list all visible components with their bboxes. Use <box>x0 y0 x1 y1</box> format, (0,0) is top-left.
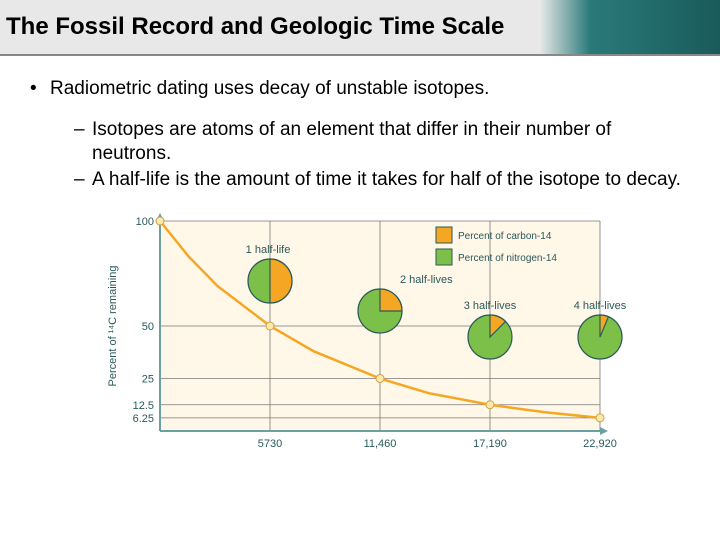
bullet-sub-2: A half-life is the amount of time it tak… <box>74 168 692 192</box>
svg-text:4 half-lives: 4 half-lives <box>574 300 627 312</box>
svg-text:Percent of carbon-14: Percent of carbon-14 <box>458 231 552 242</box>
slide-content: Radiometric dating uses decay of unstabl… <box>0 56 720 479</box>
decay-chart: 100 50 25 12.56.25 5730 11,460 17,190 22,920 Per… <box>90 209 630 479</box>
svg-text:50: 50 <box>142 321 154 333</box>
svg-text:3 half-lives: 3 half-lives <box>464 300 517 312</box>
slide-title: The Fossil Record and Geologic Time Scal… <box>6 13 504 41</box>
svg-text:Percent of ¹⁴C remaining: Percent of ¹⁴C remaining <box>107 266 119 387</box>
svg-text:6.25: 6.25 <box>133 413 154 425</box>
svg-text:22,920: 22,920 <box>583 438 617 450</box>
svg-text:17,190: 17,190 <box>473 438 507 450</box>
svg-text:11,460: 11,460 <box>364 438 397 450</box>
bullet-sub-1: Isotopes are atoms of an element that di… <box>74 118 692 166</box>
svg-text:1 half-life: 1 half-life <box>246 244 291 256</box>
svg-text:100: 100 <box>136 216 154 228</box>
svg-text:2 half-lives: 2 half-lives <box>400 274 453 286</box>
sub-bullet-list: Isotopes are atoms of an element that di… <box>28 118 692 191</box>
svg-text:25: 25 <box>142 374 154 386</box>
svg-text:12.5: 12.5 <box>133 400 154 412</box>
bullet-main: Radiometric dating uses decay of unstabl… <box>28 78 692 100</box>
slide-header: The Fossil Record and Geologic Time Scal… <box>0 0 720 56</box>
svg-text:5730: 5730 <box>258 438 282 450</box>
svg-text:Percent of nitrogen-14: Percent of nitrogen-14 <box>458 253 557 264</box>
